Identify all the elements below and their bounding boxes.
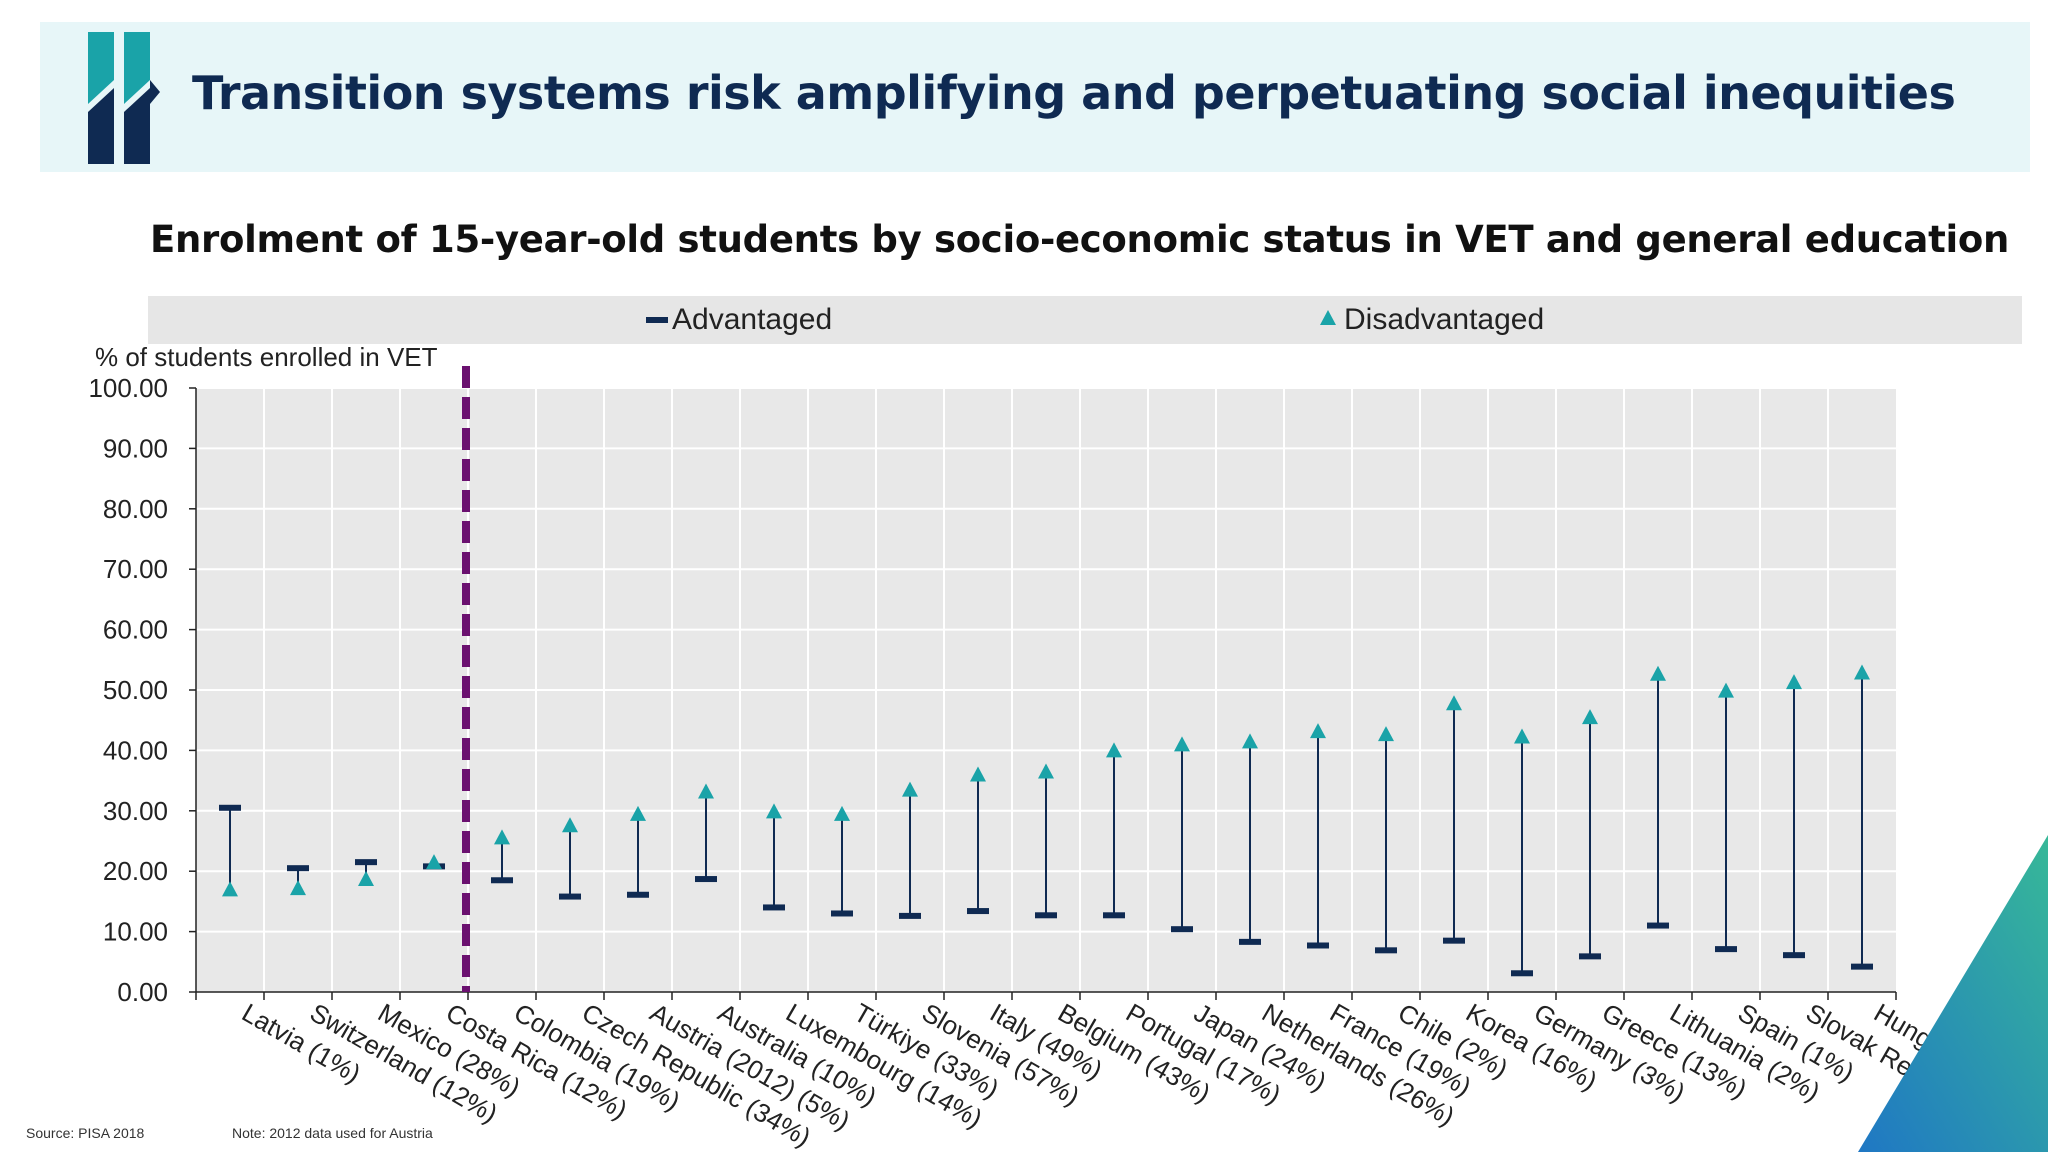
legend-item-advantaged: Advantaged [646,300,832,340]
y-tick-label: 0.00 [117,977,168,1007]
legend-label-disadvantaged: Disadvantaged [1344,303,1545,336]
y-tick-label: 70.00 [103,554,168,584]
y-axis-label: % of students enrolled in VET [95,342,438,372]
advantaged-marker [1443,937,1465,944]
y-tick-label: 50.00 [103,675,168,705]
disadvantaged-marker [630,805,646,821]
disadvantaged-marker [494,829,510,845]
advantaged-marker [1171,926,1193,933]
header-band [40,22,2030,172]
disadvantaged-marker [1106,742,1122,758]
disadvantaged-marker [1650,665,1666,681]
advantaged-marker [1375,947,1397,954]
advantaged-marker [1579,953,1601,960]
disadvantaged-marker [426,854,442,870]
y-tick-label: 60.00 [103,615,168,645]
legend: Advantaged Disadvantaged [148,296,2022,344]
disadvantaged-marker [1786,674,1802,690]
chart-title: Enrolment of 15-year-old students by soc… [150,218,2010,261]
advantaged-marker [967,908,989,915]
legend-marker-triangle [1320,309,1336,325]
disadvantaged-marker [1514,728,1530,744]
advantaged-marker [1647,922,1669,929]
advantaged-marker [287,865,309,872]
disadvantaged-marker [358,871,374,887]
disadvantaged-marker [698,783,714,799]
legend-label-advantaged: Advantaged [672,303,833,336]
disadvantaged-marker [562,817,578,833]
advantaged-marker [1715,946,1737,953]
y-tick-label: 30.00 [103,796,168,826]
disadvantaged-marker [834,805,850,821]
footer-source: Source: PISA 2018 [26,1125,145,1141]
legend-marker-dash [646,317,668,323]
disadvantaged-marker [1242,733,1258,749]
disadvantaged-marker [1582,709,1598,725]
y-tick-label: 80.00 [103,494,168,524]
advantaged-marker [763,904,785,911]
advantaged-marker [695,876,717,883]
advantaged-marker [491,877,513,884]
disadvantaged-marker [1310,723,1326,739]
y-tick-label: 20.00 [103,856,168,886]
advantaged-marker [1103,912,1125,919]
disadvantaged-marker [766,803,782,819]
disadvantaged-marker [1174,736,1190,752]
advantaged-marker [1851,963,1873,970]
slide-title: Transition systems risk amplifying and p… [192,66,1956,120]
advantaged-marker [219,804,241,811]
y-tick-label: 40.00 [103,735,168,765]
y-tick-label: 10.00 [103,917,168,947]
disadvantaged-marker [1038,763,1054,779]
advantaged-marker [1035,912,1057,919]
disadvantaged-marker [1446,695,1462,711]
advantaged-marker [1511,970,1533,977]
legend-item-disadvantaged: Disadvantaged [1320,300,1544,340]
advantaged-marker [1239,938,1261,945]
disadvantaged-marker [970,766,986,782]
advantaged-marker [627,891,649,898]
oecd-logo [88,32,160,164]
y-tick-label: 100.00 [88,373,168,403]
disadvantaged-marker [1378,726,1394,742]
advantaged-marker [559,893,581,900]
disadvantaged-marker [222,881,238,897]
disadvantaged-marker [1854,664,1870,680]
advantaged-marker [899,912,921,919]
footer-note: Note: 2012 data used for Austria [232,1125,433,1141]
advantaged-marker [831,910,853,917]
advantaged-marker [1783,952,1805,959]
advantaged-marker [355,859,377,866]
disadvantaged-marker [290,880,306,896]
disadvantaged-marker [902,781,918,797]
y-tick-label: 90.00 [103,433,168,463]
disadvantaged-marker [1718,682,1734,698]
advantaged-marker [1307,942,1329,949]
